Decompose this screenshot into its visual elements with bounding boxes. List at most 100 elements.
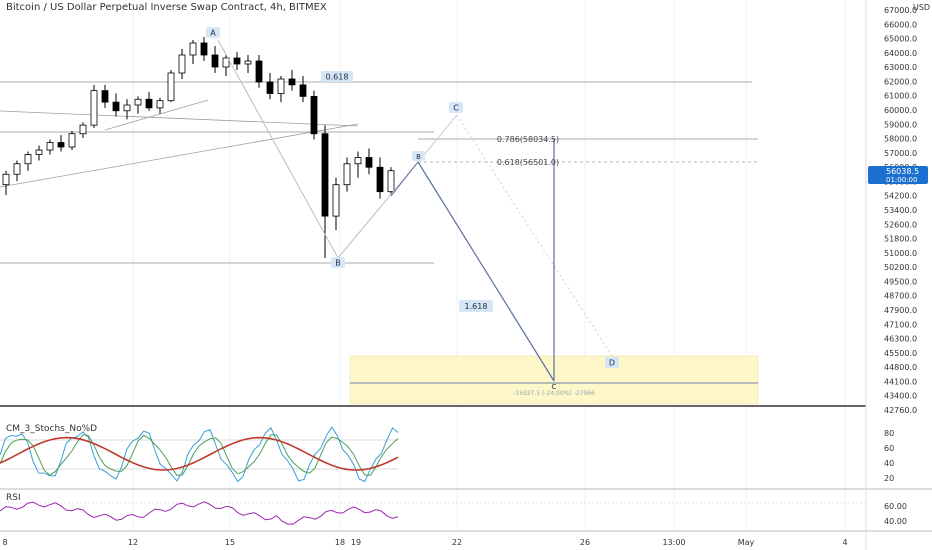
candle-body	[112, 101, 120, 112]
candle-body	[387, 170, 395, 193]
harmonic-pattern	[217, 39, 613, 382]
price-axis-labels[interactable]: 67000.0 66000.0 65000.0 64000.0 63000.0 62000…	[884, 6, 917, 415]
rsi-pane: RSI	[0, 493, 866, 525]
price-label: 46300.0	[884, 335, 917, 344]
svg-text:56038.5: 56038.5	[886, 167, 919, 176]
time-axis[interactable]: 8 12 15 18 19 22 26 13:00 May 4	[2, 538, 847, 547]
price-label: 67000.0	[884, 6, 917, 15]
candle-body	[68, 133, 76, 148]
chart-title: Bitcoin / US Dollar Perpetual Inverse Sw…	[6, 2, 327, 13]
price-label: 62000.0	[884, 77, 917, 86]
candle-body	[189, 42, 197, 56]
fib-ratio-label[interactable]: 0.618	[321, 71, 353, 82]
candle-body	[178, 54, 186, 74]
svg-text:C: C	[552, 383, 557, 391]
svg-text:40.00: 40.00	[884, 517, 907, 526]
stoch-slow-line	[0, 436, 399, 471]
price-label: 44800.0	[884, 363, 917, 372]
fib-618-label: 0.618(56501.0)	[497, 158, 559, 167]
rsi-line	[0, 501, 399, 525]
candle-body	[310, 95, 318, 135]
svg-text:D: D	[609, 359, 615, 368]
fib-786-label: 0.786(58034.5)	[497, 135, 559, 144]
candle-body	[354, 157, 362, 165]
candle-body	[2, 173, 10, 186]
candle-body	[343, 163, 351, 186]
svg-text:80: 80	[884, 429, 894, 438]
candle-body	[134, 98, 142, 106]
stoch-axis: 80 60 40 20	[884, 429, 894, 483]
svg-text:01:00:00: 01:00:00	[886, 176, 917, 184]
price-label: 53400.0	[884, 206, 917, 215]
candle-body	[145, 98, 153, 109]
pattern-label-c-projection[interactable]: C	[449, 102, 463, 113]
pattern-label-a[interactable]: A	[206, 27, 220, 38]
pattern-label-b-small[interactable]: B	[412, 151, 425, 161]
candle-body	[156, 100, 164, 109]
svg-text:B: B	[335, 259, 341, 268]
svg-text:22: 22	[452, 538, 462, 547]
rsi-title: RSI	[6, 493, 21, 503]
svg-text:60: 60	[884, 444, 894, 453]
price-label: 57000.0	[884, 149, 917, 158]
pattern-label-b-low[interactable]: B	[331, 257, 345, 268]
svg-text:C: C	[453, 104, 459, 113]
svg-text:26: 26	[580, 538, 590, 547]
price-label: 44100.0	[884, 377, 917, 386]
candle-body	[288, 78, 296, 86]
svg-text:4: 4	[842, 538, 847, 547]
fib-extension-label[interactable]: 1.618	[459, 300, 493, 312]
svg-text:B: B	[416, 153, 421, 161]
price-label: 49500.0	[884, 277, 917, 286]
svg-text:19: 19	[351, 538, 361, 547]
candle-body	[376, 166, 384, 193]
pattern-label-d[interactable]: D	[605, 357, 619, 368]
price-label: 47100.0	[884, 320, 917, 329]
candle-body	[266, 81, 274, 94]
svg-text:May: May	[738, 538, 755, 547]
price-label: 47900.0	[884, 306, 917, 315]
price-label: 45500.0	[884, 349, 917, 358]
candle-body	[299, 84, 307, 97]
candle-body	[46, 142, 54, 151]
candle-body	[123, 104, 131, 112]
candle-body	[35, 149, 43, 155]
candle-body	[255, 60, 263, 83]
stoch-k-line	[0, 426, 399, 483]
svg-text:12: 12	[128, 538, 138, 547]
candle-body	[233, 57, 241, 65]
rsi-axis: 60.00 40.00	[884, 502, 907, 526]
candle-body	[79, 124, 87, 135]
current-price-tag[interactable]: 56038.5 01:00:00	[868, 166, 928, 184]
currency-label: USD	[913, 3, 930, 12]
svg-text:20: 20	[884, 474, 894, 483]
svg-text:15: 15	[225, 538, 235, 547]
candle-body	[244, 60, 252, 65]
svg-text:60.00: 60.00	[884, 502, 907, 511]
trend-lines	[0, 99, 359, 188]
svg-text:8: 8	[2, 538, 7, 547]
candle-body	[277, 78, 285, 94]
candle-body	[101, 90, 109, 103]
price-label: 51000.0	[884, 249, 917, 258]
candle-body	[90, 90, 98, 126]
pattern-label-c[interactable]: C	[552, 383, 557, 391]
price-label: 60000.0	[884, 106, 917, 115]
candlesticks	[2, 37, 395, 258]
svg-text:0.618: 0.618	[326, 73, 349, 82]
svg-text:13:00: 13:00	[662, 538, 685, 547]
price-label: 54200.0	[884, 192, 917, 201]
price-label: 50200.0	[884, 263, 917, 272]
price-label: 43400.0	[884, 392, 917, 401]
svg-text:18: 18	[335, 538, 345, 547]
candle-body	[222, 57, 230, 68]
price-label: 48700.0	[884, 292, 917, 301]
price-label: 59000.0	[884, 120, 917, 129]
candle-body	[13, 163, 21, 175]
price-label: 61000.0	[884, 92, 917, 101]
measure-label: -15927.5 (-24.00%) -27966	[513, 390, 595, 397]
candle-body	[57, 142, 65, 148]
price-label: 52600.0	[884, 220, 917, 229]
candle-body	[167, 72, 175, 102]
